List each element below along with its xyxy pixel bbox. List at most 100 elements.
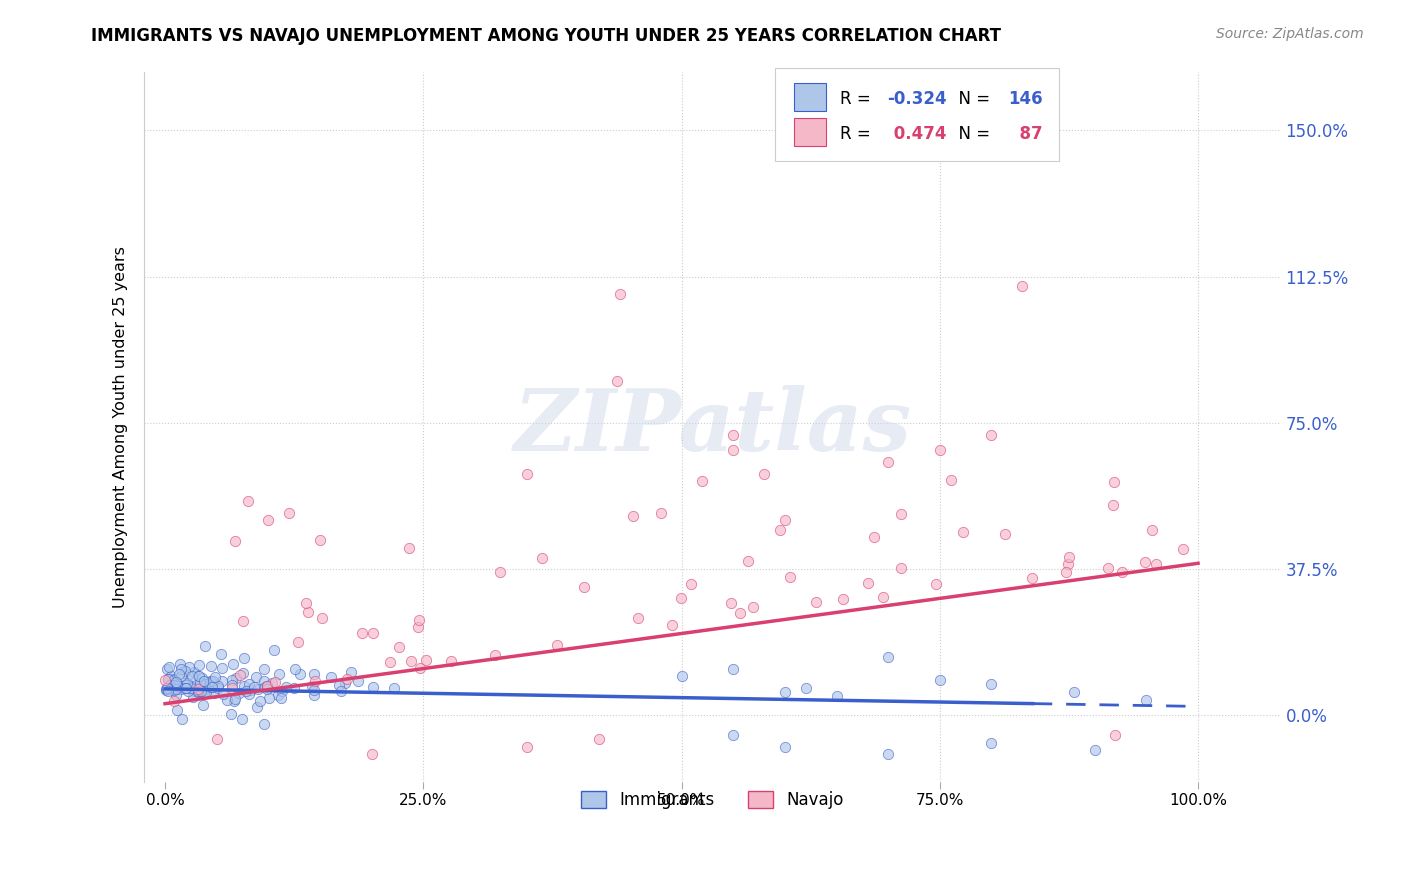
Point (872, 590, 894, 604)
Point (166, 681, 188, 696)
Point (263, 642, 285, 657)
Point (179, 660, 201, 674)
Point (1102, 475, 1125, 490)
Point (328, 678, 350, 692)
Point (188, 678, 211, 692)
Point (204, 670, 226, 684)
Point (1057, 550, 1080, 565)
Text: 0.474: 0.474 (887, 126, 946, 144)
Point (211, 673, 233, 688)
Point (256, 681, 278, 696)
Point (232, 665, 254, 680)
Point (1104, 728, 1126, 742)
Point (1144, 557, 1167, 571)
Point (1056, 558, 1078, 572)
Point (170, 681, 193, 696)
Point (415, 653, 437, 667)
Point (200, 680, 222, 694)
Point (253, 673, 276, 688)
Point (270, 691, 292, 706)
Point (246, 700, 269, 714)
Point (242, 680, 264, 694)
Point (165, 674, 187, 689)
Point (180, 681, 202, 696)
Point (302, 682, 325, 697)
Point (183, 665, 205, 680)
Point (627, 610, 650, 624)
Point (167, 678, 190, 692)
Point (193, 684, 215, 698)
Text: Source: ZipAtlas.com: Source: ZipAtlas.com (1216, 27, 1364, 41)
Point (278, 506, 301, 520)
Point (336, 672, 359, 686)
Point (195, 685, 218, 699)
Point (572, 580, 595, 594)
Point (232, 614, 254, 628)
Point (238, 676, 260, 690)
Point (721, 427, 744, 442)
Point (388, 640, 411, 654)
Point (856, 575, 879, 590)
Point (1102, 498, 1125, 512)
Point (271, 684, 294, 698)
Text: N =: N = (948, 90, 995, 108)
Point (224, 691, 246, 706)
Point (360, 747, 382, 762)
Point (588, 731, 610, 746)
Point (156, 681, 179, 695)
Text: 87: 87 (1008, 126, 1043, 144)
Point (283, 681, 305, 695)
Text: N =: N = (948, 126, 995, 144)
Point (267, 688, 290, 702)
Point (222, 657, 245, 671)
Point (228, 686, 250, 700)
Point (222, 694, 245, 708)
FancyBboxPatch shape (794, 83, 827, 111)
Point (1054, 565, 1077, 579)
Point (224, 534, 246, 549)
Point (877, 649, 900, 664)
Point (256, 679, 278, 693)
Point (177, 681, 200, 695)
Point (166, 679, 188, 693)
Point (804, 595, 827, 609)
Point (1171, 541, 1194, 556)
Point (163, 694, 186, 708)
Point (200, 673, 222, 688)
Point (352, 625, 374, 640)
Point (153, 673, 176, 687)
Point (235, 683, 257, 698)
Point (1011, 279, 1033, 293)
Point (877, 455, 900, 469)
Point (609, 287, 631, 301)
Point (994, 526, 1017, 541)
Point (229, 668, 252, 682)
Point (245, 670, 267, 684)
Point (187, 669, 209, 683)
Point (221, 673, 243, 687)
Point (160, 668, 183, 682)
Point (754, 467, 776, 481)
Point (295, 596, 318, 610)
Point (773, 513, 796, 527)
Point (309, 533, 332, 547)
Point (187, 669, 209, 683)
Point (156, 681, 179, 696)
Point (440, 654, 463, 668)
Point (257, 691, 280, 706)
Legend: Immigrants, Navajo: Immigrants, Navajo (575, 784, 851, 816)
Point (162, 682, 184, 697)
Point (877, 747, 900, 762)
Point (406, 620, 429, 634)
Point (163, 678, 186, 692)
Point (194, 677, 217, 691)
Point (170, 662, 193, 676)
Point (170, 713, 193, 727)
Text: -0.324: -0.324 (887, 90, 948, 108)
Point (187, 685, 209, 699)
Point (163, 681, 186, 695)
Point (211, 661, 233, 675)
Point (399, 654, 422, 668)
Point (728, 606, 751, 620)
Point (361, 680, 384, 694)
